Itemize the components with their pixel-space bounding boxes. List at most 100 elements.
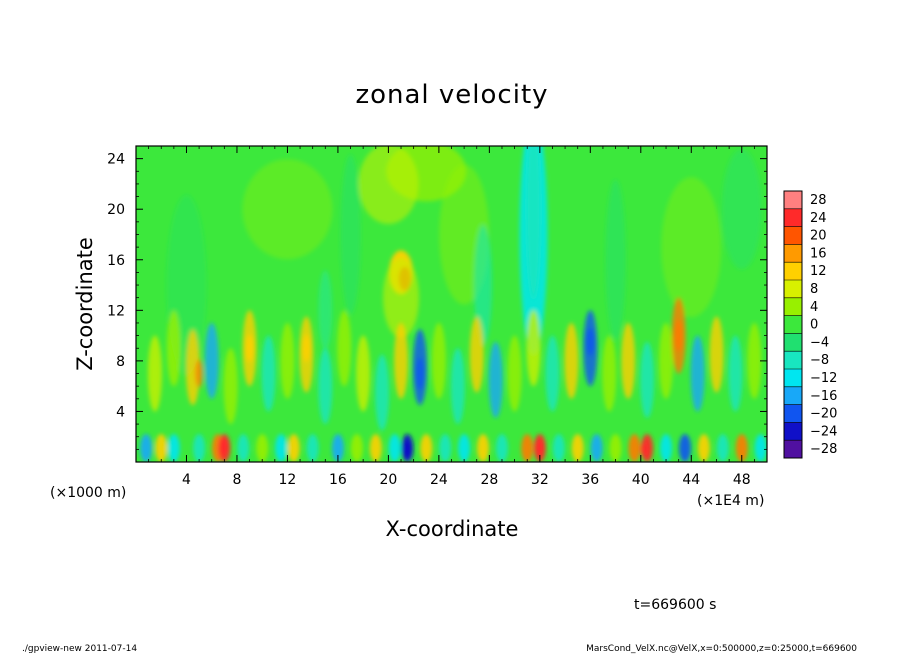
field-blob (193, 434, 206, 462)
field-blob (674, 319, 683, 352)
field-blob (166, 310, 181, 387)
colorbar-frame (783, 190, 803, 459)
field-blob (660, 434, 673, 462)
field-blob (469, 316, 484, 393)
field-blob (474, 225, 493, 346)
field-blob (521, 434, 534, 462)
y-axis-label: Z-coordinate (73, 237, 97, 371)
x-tick-label: 24 (430, 472, 448, 488)
field-blob (431, 322, 446, 399)
field-blob (140, 434, 153, 462)
y-tick-label: 12 (107, 303, 125, 319)
x-tick-label: 28 (480, 472, 498, 488)
colorbar-swatch (784, 280, 802, 298)
colorbar: 28 24 20 16 12 8 4 0 −4 −8 −12 −16 −20 −24 −28 (783, 190, 837, 459)
colorbar-label: 8 (810, 282, 818, 297)
field-blob (754, 434, 767, 462)
x-unit-right: (×1E4 m) (697, 493, 764, 509)
field-blob (564, 322, 579, 399)
field-blob (488, 341, 503, 418)
field-blob (147, 335, 162, 412)
colorbar-label: 20 (810, 229, 827, 244)
field-blob (690, 335, 705, 412)
field-blob (223, 348, 238, 425)
field-blob (640, 441, 649, 458)
field-blob (280, 322, 295, 399)
y-tick-label: 8 (116, 354, 125, 370)
field-blob (661, 177, 722, 318)
field-blob (678, 434, 691, 462)
colorbar-swatch (784, 297, 802, 316)
field-blob (358, 146, 419, 224)
x-tick-label: 12 (279, 472, 297, 488)
colorbar-label: −12 (810, 371, 837, 386)
y-axis: 4 8 12 16 20 24 (107, 152, 767, 450)
field-blob (167, 434, 180, 462)
colorbar-swatch (784, 262, 802, 280)
field-blob (507, 335, 522, 412)
field-blob (350, 434, 363, 462)
field-blob (318, 348, 333, 425)
field-blob (394, 322, 409, 399)
field-blob (477, 434, 490, 462)
colorbar-label: 0 (810, 318, 818, 333)
y-tick-label: 4 (116, 404, 125, 420)
y-tick-label: 24 (107, 152, 125, 168)
field-blob (242, 159, 333, 260)
x-unit-left: (×1000 m) (50, 485, 126, 501)
field-blob (302, 334, 311, 363)
field-blob (204, 322, 219, 399)
chart-title: zonal velocity (355, 80, 548, 110)
colorbar-label: −24 (810, 424, 837, 439)
field-blob (403, 441, 412, 458)
field-blob (450, 348, 465, 425)
field-blob (388, 434, 401, 462)
field-blob (420, 434, 433, 462)
field-blob (721, 149, 762, 270)
field-blob (458, 434, 471, 462)
colorbar-swatch (784, 244, 802, 263)
field-blob (261, 335, 276, 412)
field-blob (735, 434, 748, 462)
field-blob (709, 316, 724, 393)
field-blob (275, 434, 288, 462)
field-blob (590, 434, 603, 462)
field-blob (586, 327, 595, 356)
colorbar-swatch (784, 404, 802, 423)
field-blob (331, 434, 344, 462)
field-blob (195, 359, 204, 388)
colorbar-label: 28 (810, 193, 827, 208)
x-tick-label: 48 (733, 472, 751, 488)
x-axis: 4 8 12 16 20 24 28 32 36 40 44 48 (148, 146, 755, 488)
field-blob (545, 335, 560, 412)
colorbar-label: 4 (810, 300, 818, 315)
x-tick-label: 36 (581, 472, 599, 488)
field-blob (609, 434, 622, 462)
y-tick-label: 16 (107, 253, 125, 269)
field-blob (337, 310, 352, 387)
colorbar-label: −8 (810, 353, 829, 368)
field-blob (383, 257, 420, 338)
field-blob (526, 310, 541, 387)
colorbar-swatch (784, 315, 802, 334)
colorbar-swatch (784, 440, 802, 458)
colorbar-label: 24 (810, 211, 827, 226)
field-blob (340, 154, 361, 315)
footer-left: ./gpview-new 2011-07-14 (22, 644, 137, 654)
field-blob (640, 341, 655, 418)
x-tick-label: 20 (379, 472, 397, 488)
field-blob (697, 434, 710, 462)
field-blob (220, 438, 229, 455)
x-tick-label: 40 (632, 472, 650, 488)
colorbar-swatch (784, 386, 802, 405)
y-tick-label: 20 (107, 202, 125, 218)
field-blob (728, 335, 743, 412)
x-tick-label: 4 (182, 472, 191, 488)
field-blob (306, 434, 319, 462)
colorbar-swatch (784, 333, 802, 352)
footer-right: MarsCond_VelX.nc@VelX,x=0:500000,z=0:250… (586, 644, 857, 654)
field-blob (605, 179, 626, 340)
colorbar-swatch (784, 351, 802, 369)
x-tick-label: 8 (232, 472, 241, 488)
